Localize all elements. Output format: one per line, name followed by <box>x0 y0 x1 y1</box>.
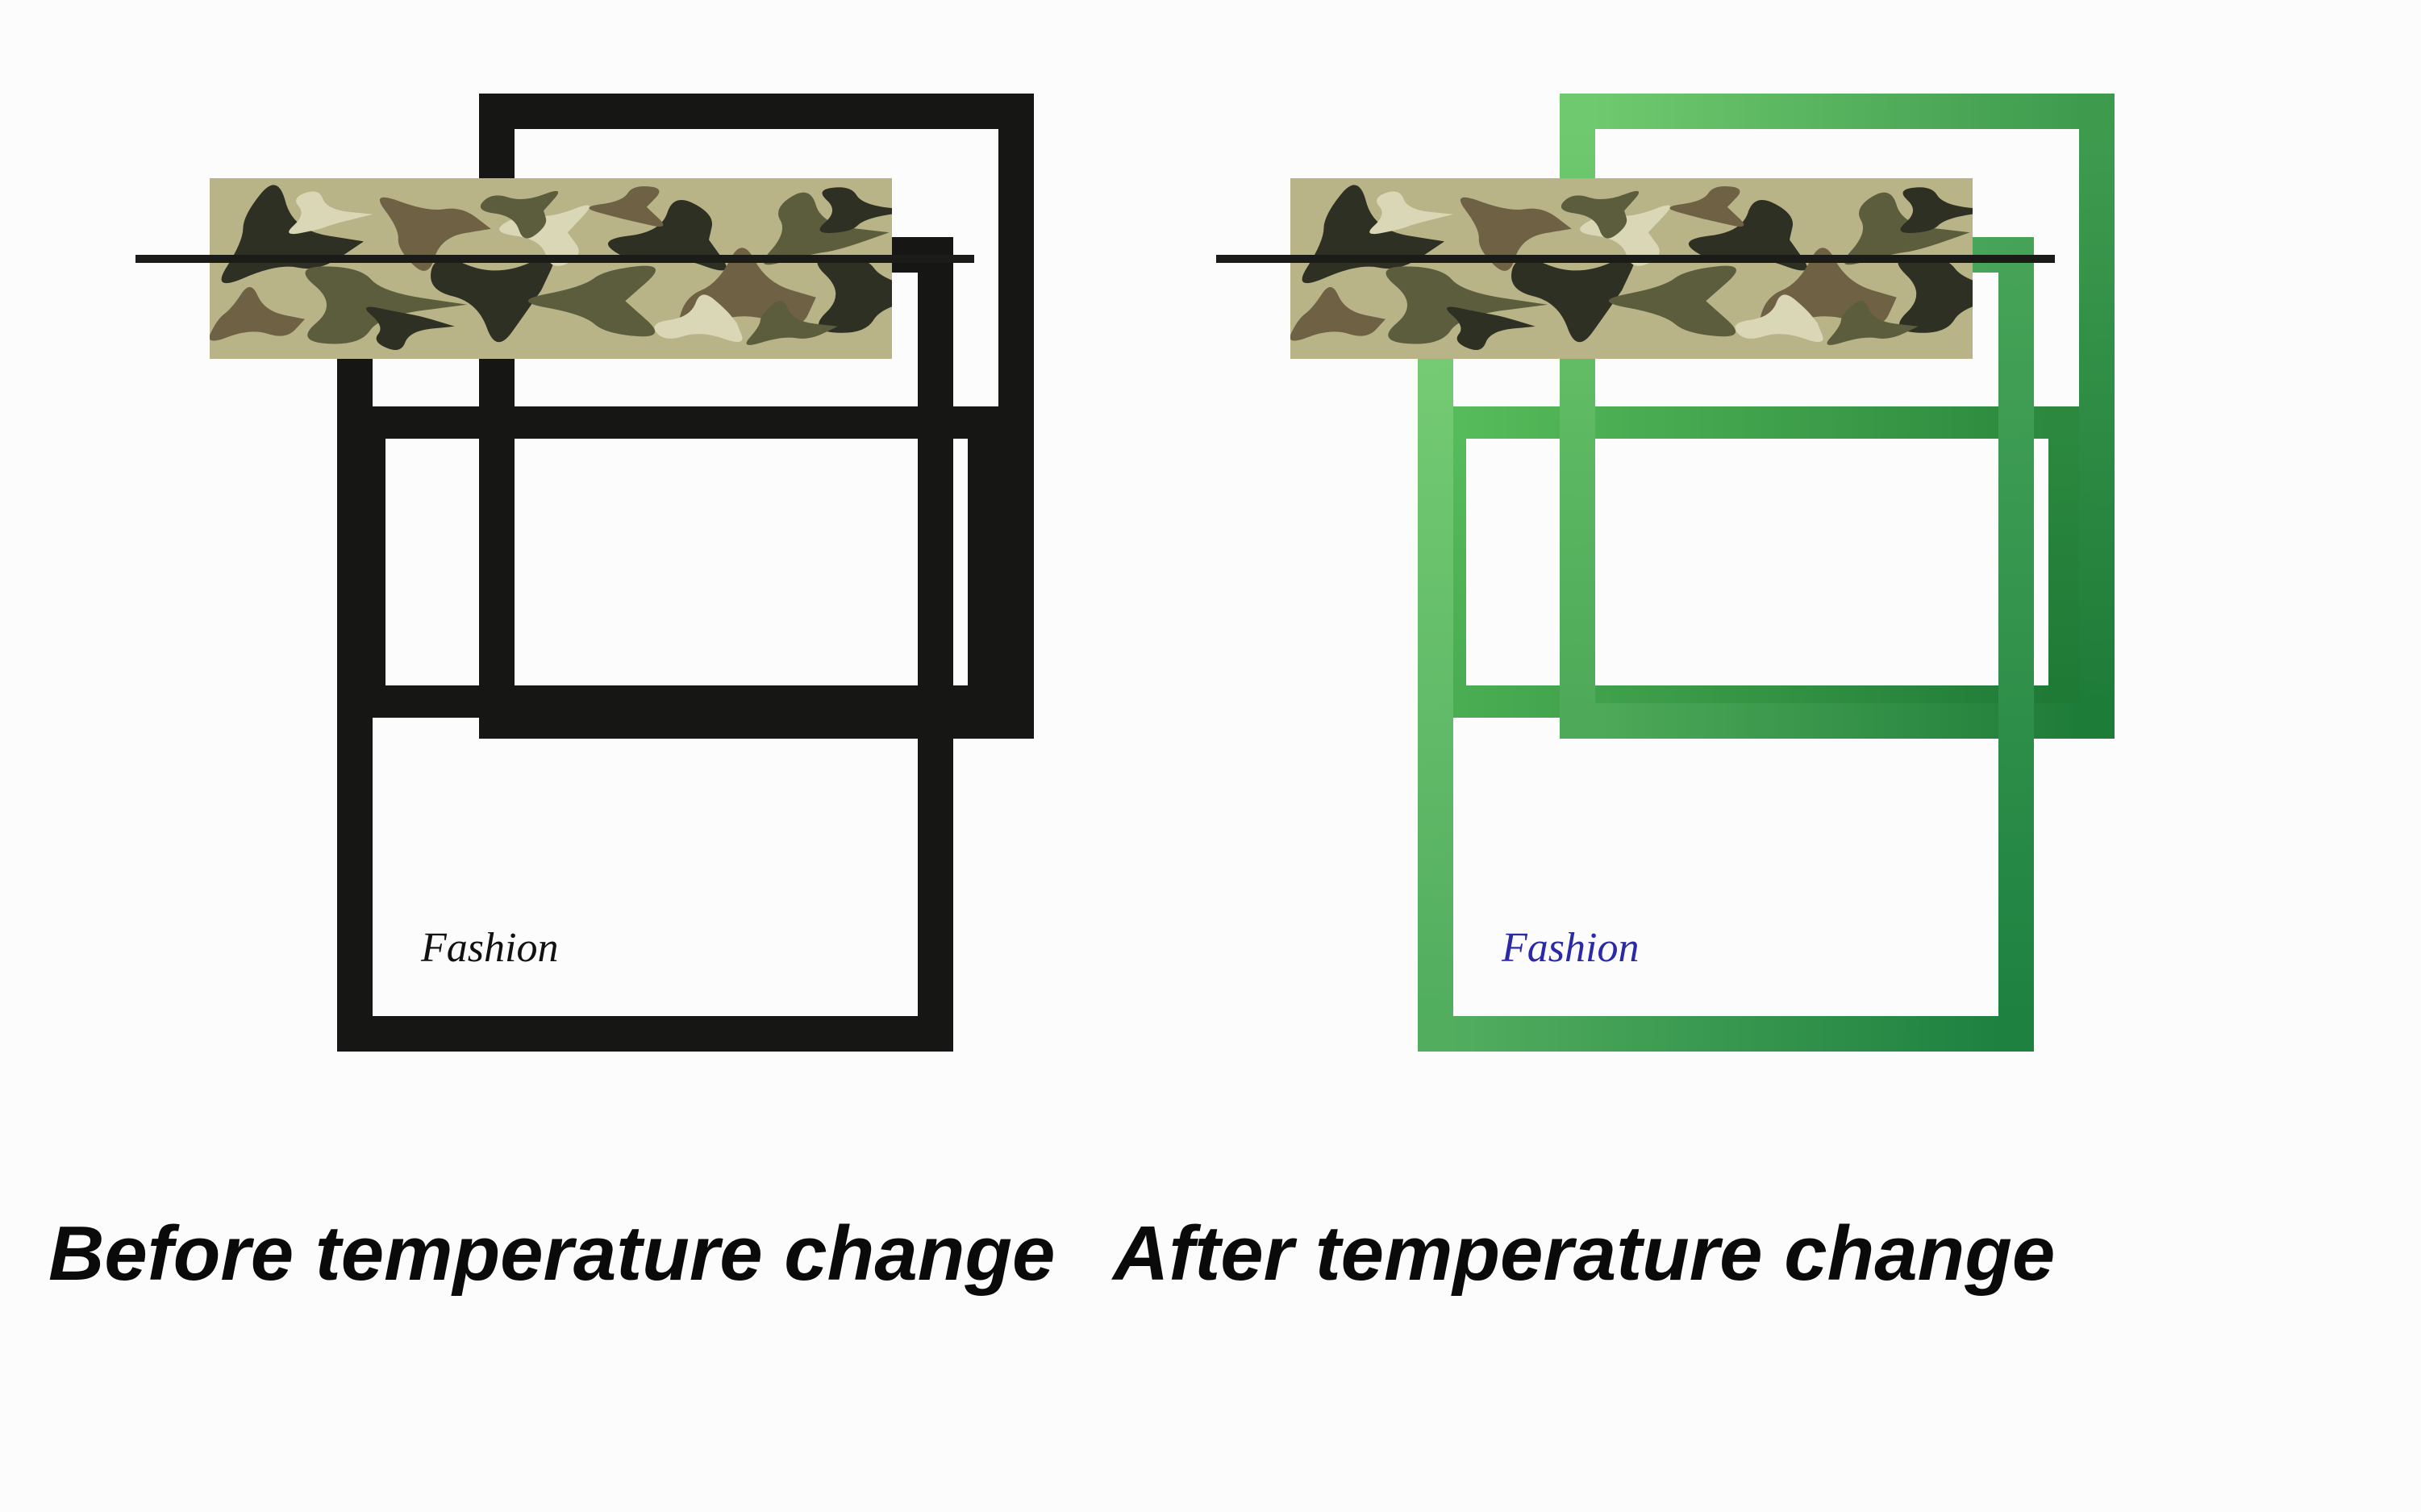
diagram-stage: Fashion Fashion Before temperature chang… <box>0 0 2421 1512</box>
camo-center-line-before <box>135 255 974 263</box>
fashion-label-before: Fashion <box>421 924 558 972</box>
panel-before: Fashion <box>48 0 1177 1161</box>
caption-after: After temperature change <box>1113 1210 2055 1298</box>
panel-after: Fashion <box>1129 0 2258 1161</box>
camo-strip-after <box>1290 178 1973 359</box>
camo-center-line-after <box>1216 255 2055 263</box>
fashion-label-after: Fashion <box>1502 924 1639 972</box>
camo-strip-before <box>210 178 892 359</box>
caption-before: Before temperature change <box>48 1210 1055 1298</box>
